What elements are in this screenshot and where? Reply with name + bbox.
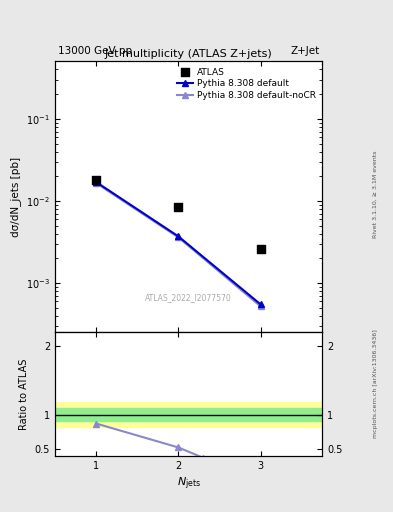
Pythia 8.308 default <box>94 179 99 185</box>
Pythia 8.308 default-noCR <box>176 234 181 241</box>
Title: Jet multiplicity (ATLAS Z+jets): Jet multiplicity (ATLAS Z+jets) <box>105 49 272 59</box>
ATLAS <box>93 176 99 184</box>
Text: ATLAS_2022_I2077570: ATLAS_2022_I2077570 <box>145 293 232 302</box>
Line: Pythia 8.308 default: Pythia 8.308 default <box>93 179 264 308</box>
Pythia 8.308 default-noCR <box>258 303 263 309</box>
Text: Z+Jet: Z+Jet <box>290 46 320 56</box>
Text: mcplots.cern.ch [arXiv:1306.3436]: mcplots.cern.ch [arXiv:1306.3436] <box>373 330 378 438</box>
ATLAS <box>175 203 182 211</box>
Y-axis label: Ratio to ATLAS: Ratio to ATLAS <box>19 358 29 430</box>
Y-axis label: dσ/dN_jets [pb]: dσ/dN_jets [pb] <box>10 157 20 237</box>
Text: Rivet 3.1.10, ≥ 3.1M events: Rivet 3.1.10, ≥ 3.1M events <box>373 151 378 238</box>
X-axis label: $N_\mathrm{jets}$: $N_\mathrm{jets}$ <box>176 476 201 493</box>
Legend: ATLAS, Pythia 8.308 default, Pythia 8.308 default-noCR: ATLAS, Pythia 8.308 default, Pythia 8.30… <box>175 66 318 102</box>
Pythia 8.308 default-noCR <box>94 180 99 186</box>
Pythia 8.308 default <box>258 301 263 307</box>
Pythia 8.308 default <box>176 233 181 240</box>
Line: Pythia 8.308 default-noCR: Pythia 8.308 default-noCR <box>93 180 264 310</box>
ATLAS <box>257 245 264 253</box>
Text: 13000 GeV pp: 13000 GeV pp <box>58 46 132 56</box>
